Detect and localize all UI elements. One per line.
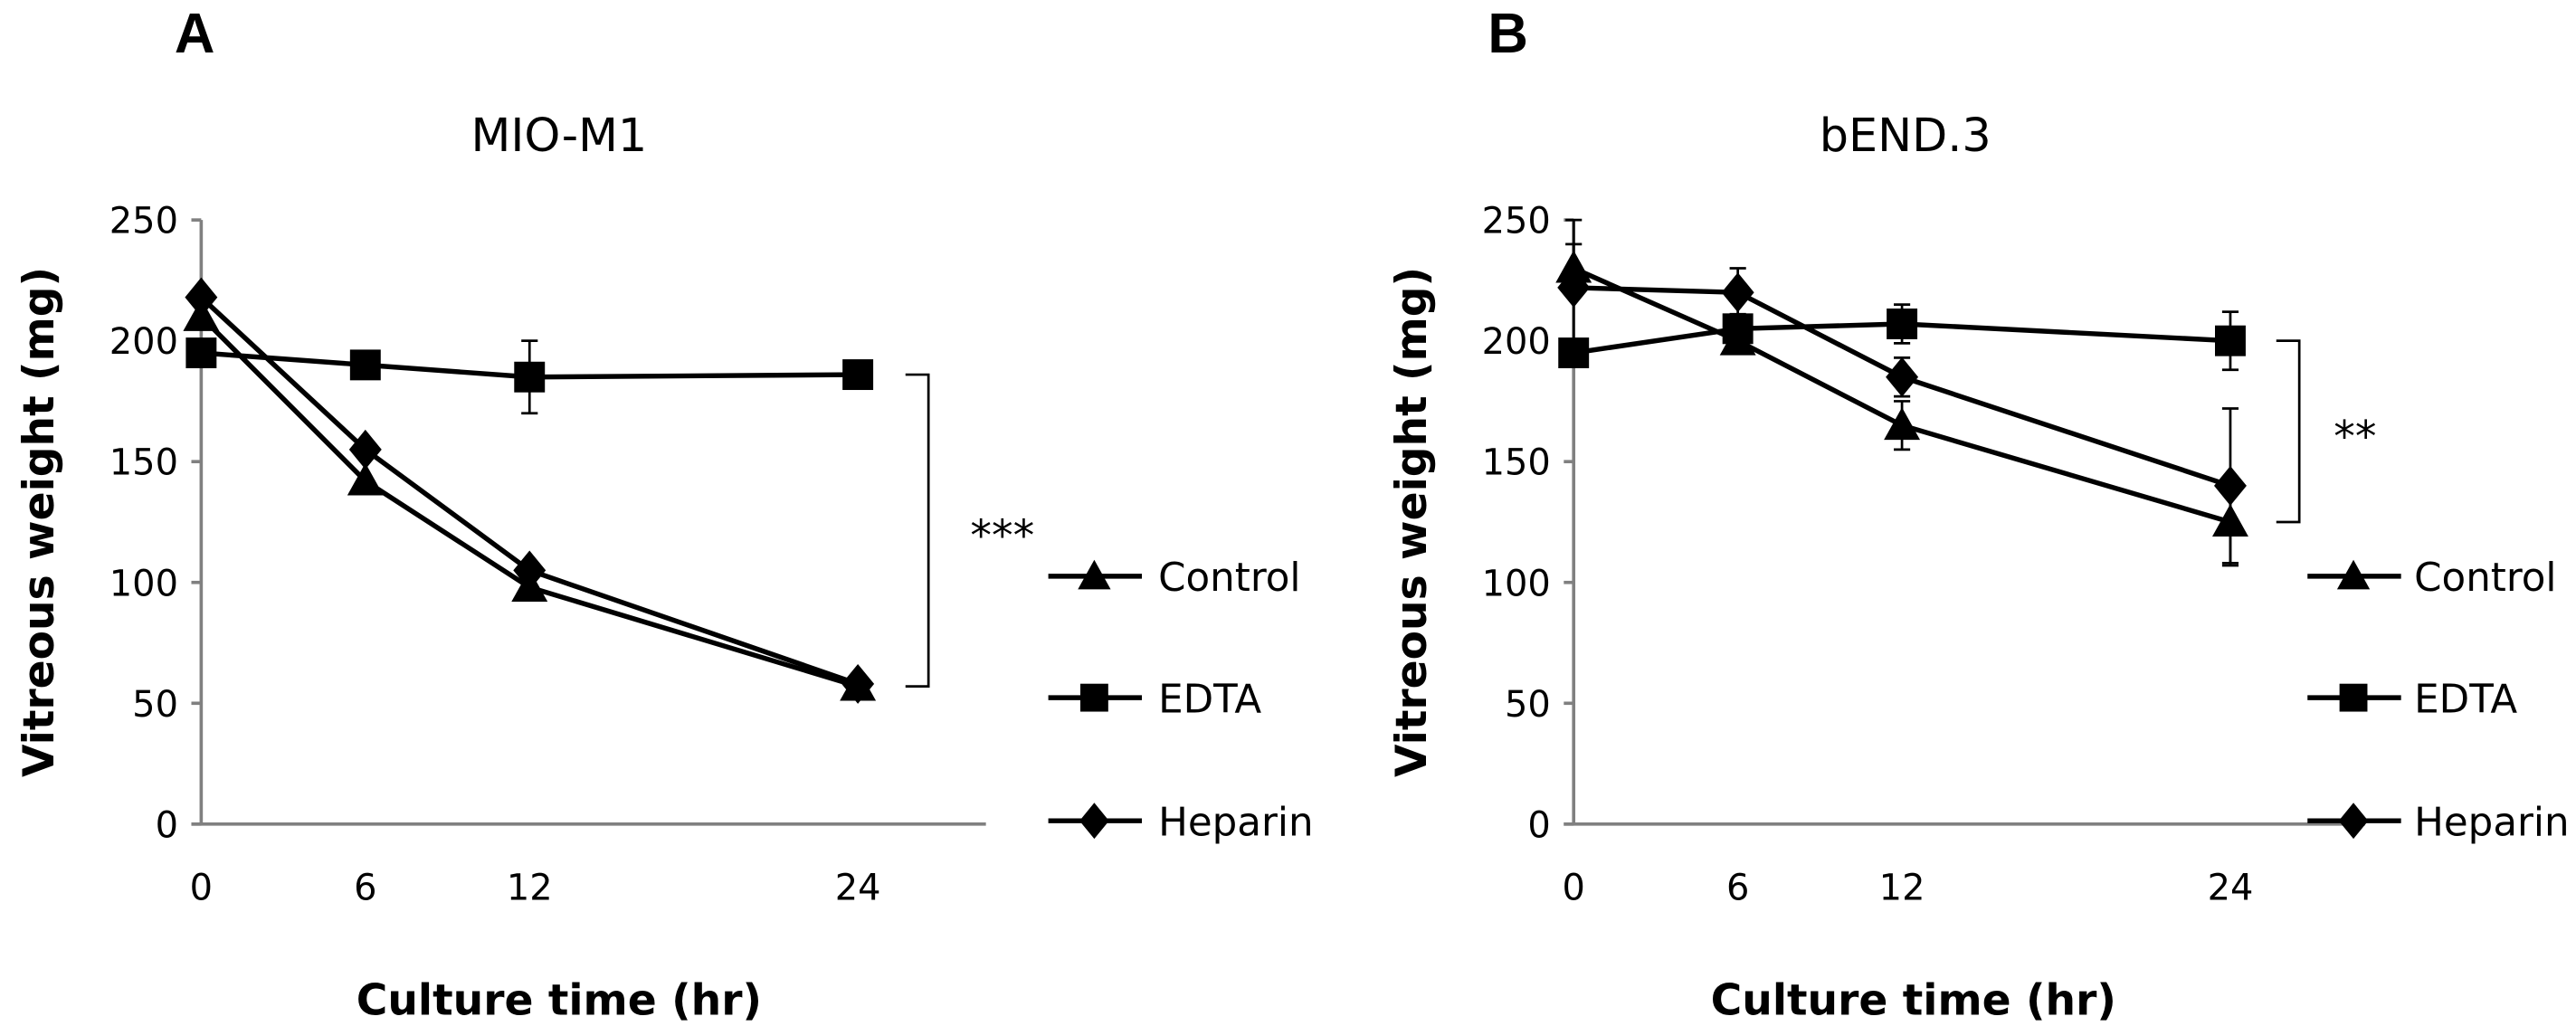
data-point [513,550,547,591]
series-line [1573,321,2231,356]
data-point [1557,267,1591,308]
data-point [348,429,382,470]
legend-item-edta: EDTA [1048,677,1261,722]
legend-marker [2338,803,2369,840]
y-tick-label: 100 [109,563,178,604]
legend-marker [1078,559,1111,590]
legend-marker [2336,559,2371,590]
panel-label: A [175,3,215,65]
y-tick-label: 250 [1482,201,1551,242]
x-tick-label: 24 [835,867,881,908]
legend-item-heparin: Heparin [1048,801,1314,846]
legend-label: Control [1158,556,1300,601]
series-line [1573,266,2231,525]
x-tick-label: 24 [2208,867,2254,908]
data-point [1722,313,1754,345]
x-axis-label: Culture time (hr) [1711,975,2116,1025]
data-point [2214,465,2247,506]
significance-stars: ** [2334,413,2376,462]
data-point [185,337,217,368]
data-point [349,349,381,381]
y-tick-label: 50 [1505,684,1551,726]
chart-title: MIO-M1 [471,109,648,162]
series-line [199,315,859,689]
series-line [199,295,860,687]
y-tick-label: 200 [1482,321,1551,363]
data-point [1886,356,1919,397]
data-point [514,361,546,393]
data-point [1884,407,1921,441]
y-tick-label: 50 [132,684,178,726]
y-tick-label: 150 [1482,442,1551,484]
legend-label: Heparin [2414,801,2569,846]
legend-marker [1079,803,1109,840]
data-point [1887,309,1918,339]
significance-stars: *** [970,511,1034,561]
data-point [842,359,874,391]
x-axis-label: Culture time (hr) [356,975,762,1025]
data-point [185,277,218,318]
series-edta [185,337,874,415]
x-tick-label: 12 [507,867,553,908]
legend-item-control: Control [1048,556,1301,601]
legend-marker [1079,683,1108,712]
significance-bracket: *** [905,373,1034,688]
x-tick-label: 6 [354,867,376,908]
legend-item-control: Control [2307,556,2557,601]
legend-label: Control [2414,556,2556,601]
bracket-line [905,373,930,688]
series-edta [1558,303,2246,372]
x-tick-label: 0 [190,867,213,908]
legend-item-edta: EDTA [2307,677,2517,722]
x-tick-label: 12 [1879,867,1925,908]
y-tick-label: 100 [1482,563,1551,604]
series-line [1573,285,2231,489]
y-tick-label: 150 [109,442,178,484]
significance-bracket: ** [2276,339,2376,524]
legend-marker [2339,683,2368,712]
data-point [1721,272,1754,313]
y-axis-label: Vitreous weight (mg) [14,267,64,777]
panel-label: B [1488,3,1528,65]
data-point [347,462,384,496]
y-tick-label: 0 [1527,804,1550,846]
y-tick-label: 250 [109,201,178,242]
data-point [2215,325,2246,356]
series-line [201,350,859,380]
series-heparin [1557,218,2247,565]
chart-title: bEND.3 [1820,109,1991,162]
x-tick-label: 6 [1726,867,1749,908]
legend-label: Heparin [1158,801,1313,846]
x-tick-label: 0 [1563,867,1585,908]
legend-item-heparin: Heparin [2307,801,2570,846]
bracket-line [2276,339,2301,524]
y-tick-label: 0 [156,804,178,846]
y-tick-label: 200 [109,321,178,363]
chart-panel-a: A MIO-M1 Culture time (hr) Vitreous weight … [14,3,1313,1025]
legend-label: EDTA [1158,677,1261,722]
legend-label: EDTA [2414,677,2517,722]
y-axis-label: Vitreous weight (mg) [1387,267,1437,777]
